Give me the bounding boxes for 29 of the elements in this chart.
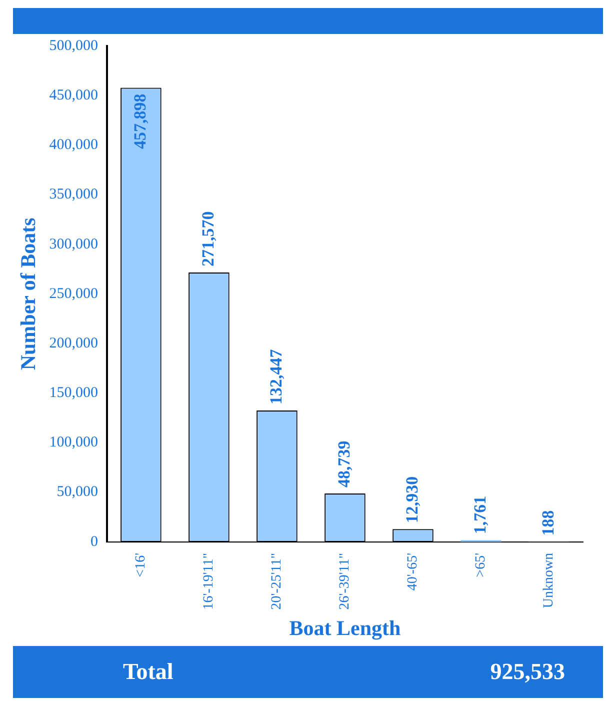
text: 925,533	[490, 659, 565, 685]
data-label: 188	[538, 510, 558, 536]
y-tick-label: 50,000	[56, 484, 98, 500]
y-tick-label: 300,000	[49, 236, 98, 252]
data-label: 1,761	[470, 496, 490, 534]
x-tick-label: 40'-65'	[406, 552, 421, 591]
data-label: 12,930	[402, 476, 422, 524]
data-label: 457,898	[130, 94, 150, 150]
x-tick-label: 26'-39'11"	[338, 552, 353, 610]
y-tick-label: 150,000	[49, 385, 98, 402]
y-tick-label: 250,000	[49, 286, 98, 302]
y-tick-label: 350,000	[49, 186, 98, 203]
y-tick-label: 500,000	[49, 38, 98, 54]
x-tick-label: 20'-25'11"	[270, 552, 285, 610]
x-axis-title: Boat Length	[289, 616, 402, 640]
x-tick-label: >65'	[474, 552, 489, 578]
data-label: 132,447	[266, 348, 286, 405]
y-tick-label: 200,000	[49, 335, 98, 352]
text: Total	[123, 659, 174, 685]
x-tick-label: Unknown	[542, 552, 557, 608]
y-tick-label: 400,000	[49, 137, 98, 154]
y-tick-label: 450,000	[49, 88, 98, 104]
y-axis-title: Number of Boats	[16, 218, 40, 370]
data-label: 271,570	[198, 211, 218, 267]
y-tick-label: 0	[90, 534, 98, 550]
x-tick-label: 16'-19'11"	[202, 552, 217, 610]
x-tick-label: <16'	[134, 552, 149, 578]
y-tick-label: 100,000	[49, 434, 98, 451]
data-label: 48,739	[334, 440, 354, 488]
